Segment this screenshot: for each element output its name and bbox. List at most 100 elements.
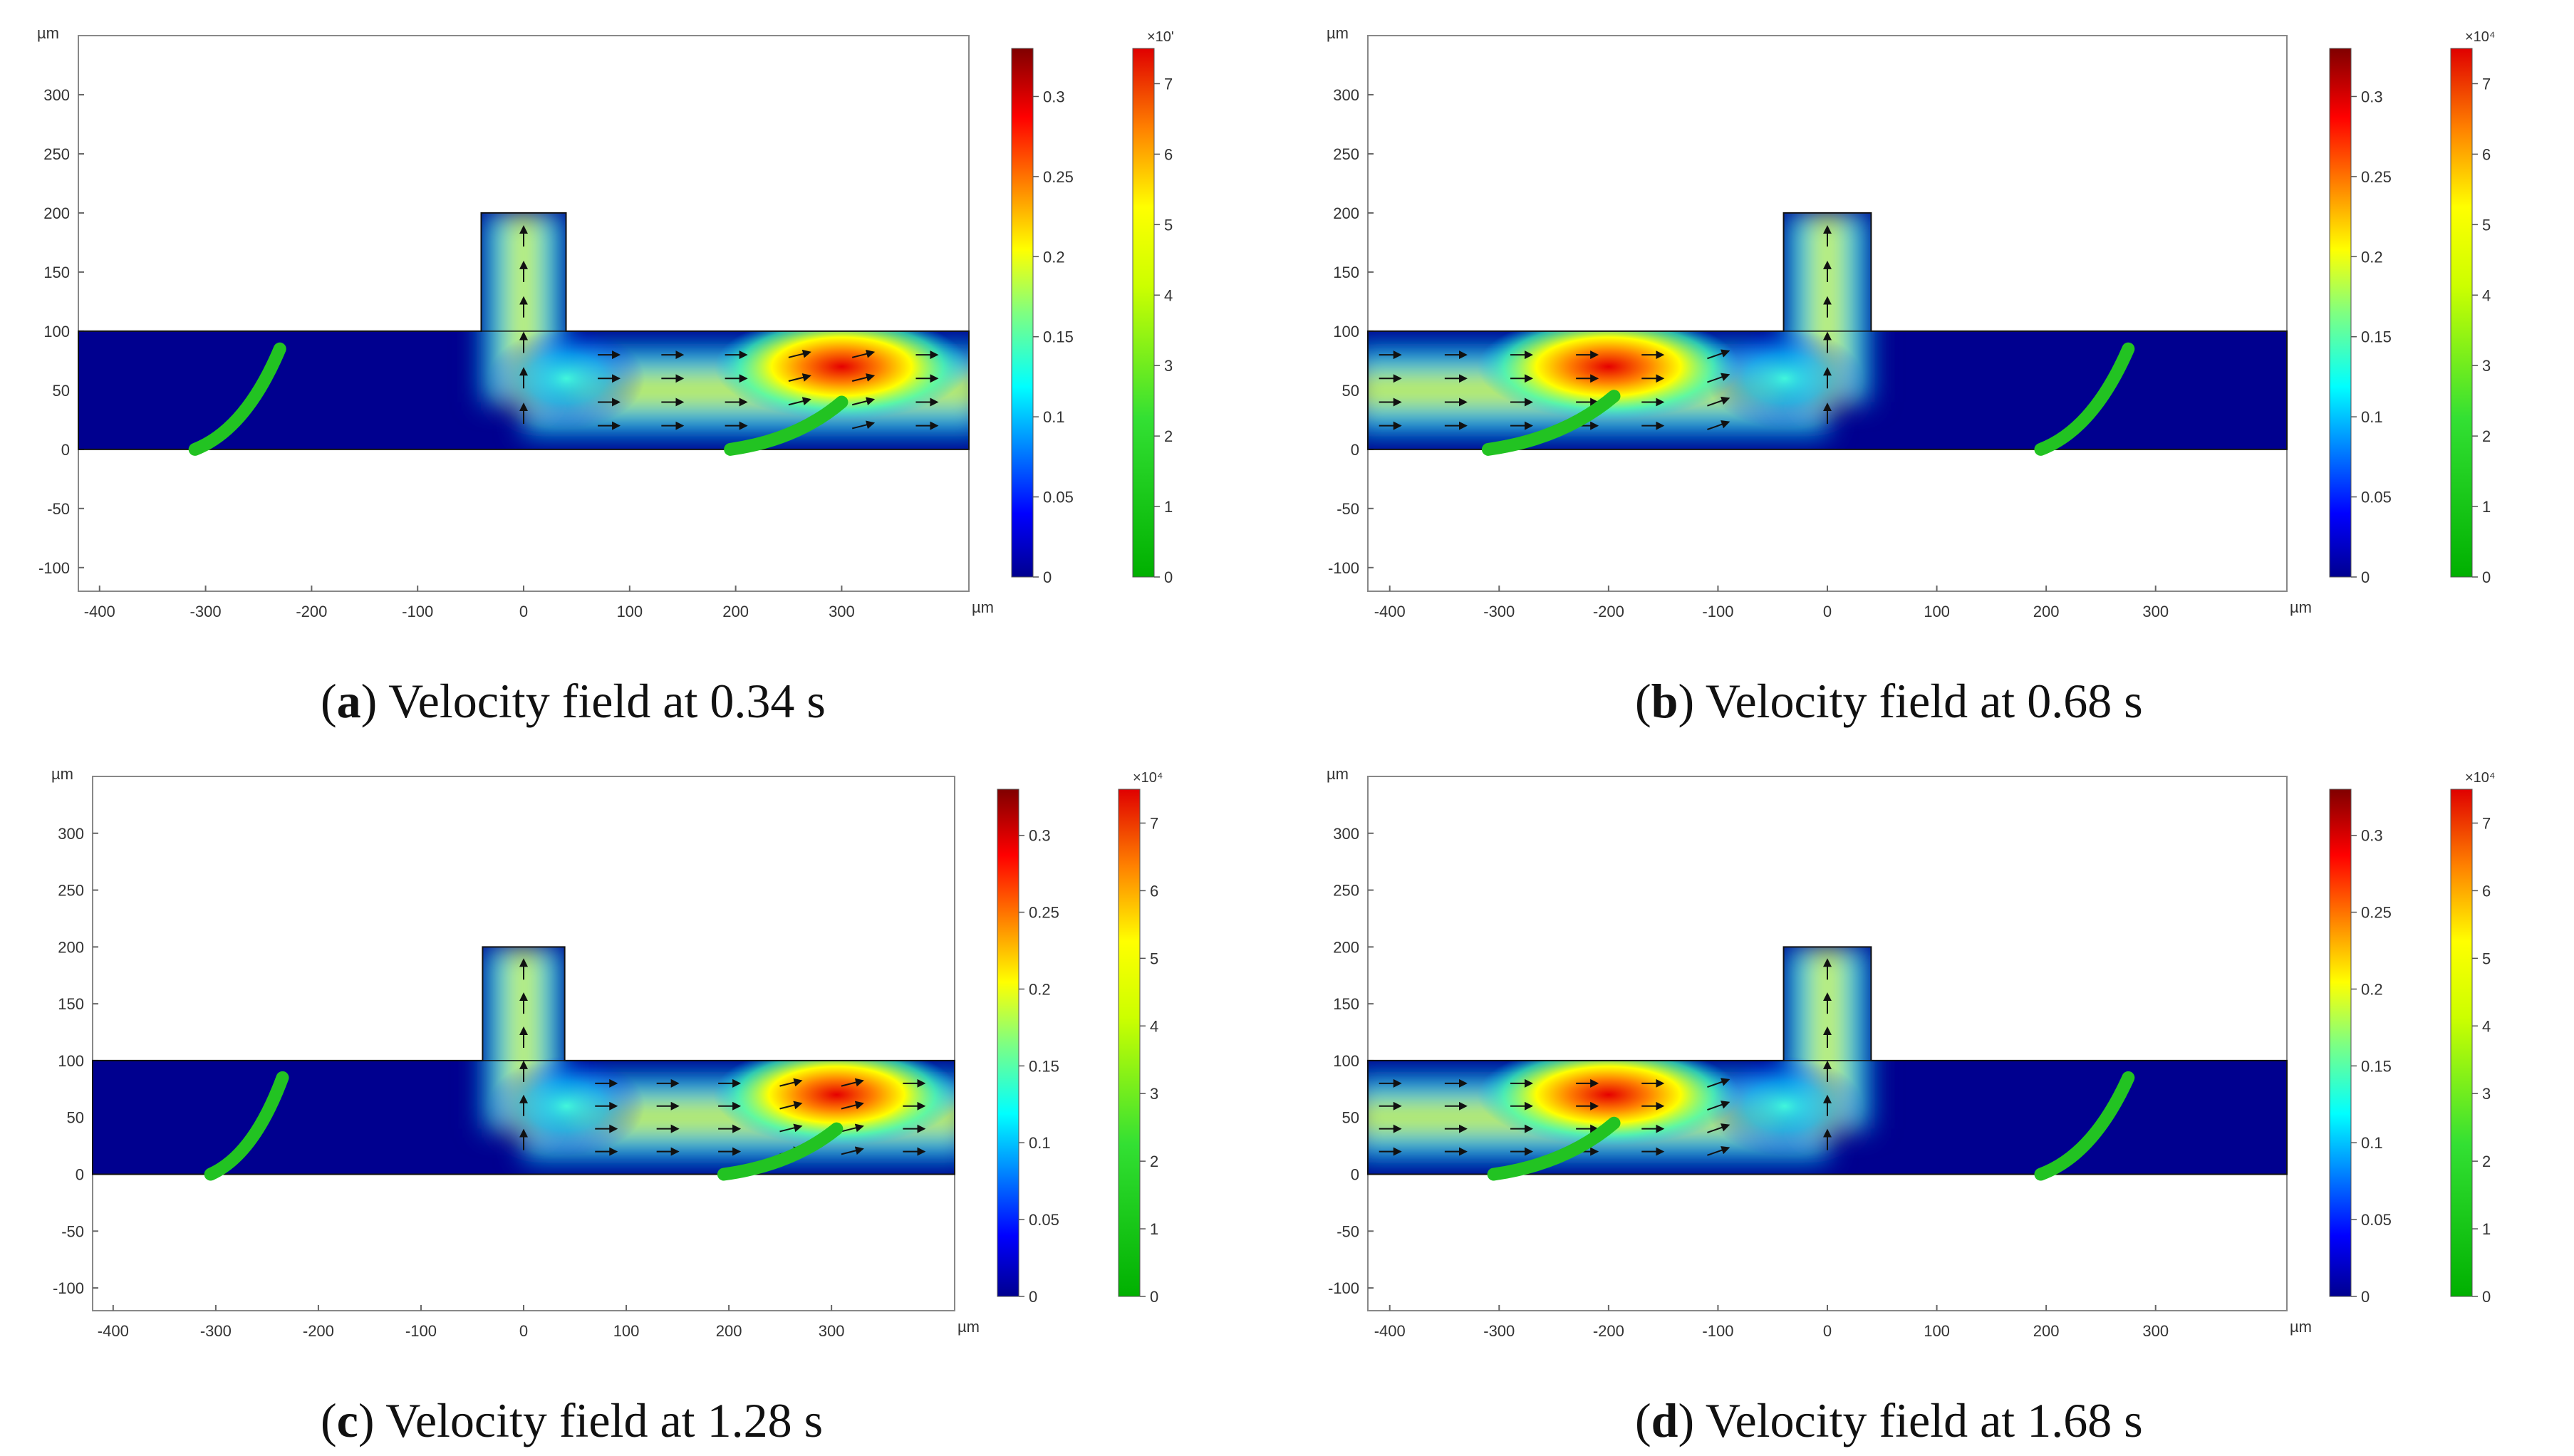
y-tick-label: 50 [67,1109,84,1127]
x-tick-label: -200 [1593,1322,1624,1340]
x-tick-label: 100 [616,603,643,620]
colorbar1-tick-label: 0 [2361,568,2370,586]
cilium-1 [204,1071,289,1181]
colorbar1-tick-label: 0.05 [2361,1211,2392,1229]
colorbar1-tick-label: 0.2 [2361,248,2383,266]
caption-letter: b [1651,674,1678,728]
colorbar2-tick-label: 1 [1164,498,1173,516]
colorbar2-tick-label: 2 [1164,427,1173,445]
panel-a: µm µm -400 -300 -200 -100 0 100 200 300 300 250 200 1… [21,14,1232,627]
y-axis-unit: µm [51,765,73,783]
x-tick-label: -200 [303,1322,334,1340]
second-colorbar [1118,789,1141,1297]
colorbar2-tick-label: 7 [1164,75,1173,93]
x-tick-label: -400 [98,1322,129,1340]
x-tick-label: 0 [1823,603,1832,620]
velocity-arrow [841,1123,864,1133]
y-tick-label: -100 [38,559,70,577]
velocity-arrow [779,1123,803,1133]
velocity-colorbar [997,789,1019,1297]
y-tick-label: 50 [1342,382,1359,400]
channel-outline [1367,946,2288,1175]
y-tick-label: 150 [58,995,84,1013]
caption-letter: a [336,674,361,728]
colorbar2-tick-label: 3 [1150,1085,1158,1103]
colorbar2-tick-label: 0 [2482,1288,2491,1306]
colorbar2-tick-label: 3 [2482,357,2491,375]
y-tick-label: 150 [1333,995,1359,1013]
x-tick-label: -300 [1483,1322,1515,1340]
cilium-1 [1481,390,1621,456]
colorbar2-tick-label: 4 [2482,1017,2491,1035]
y-tick-label: 50 [53,382,70,400]
velocity-colorbar [2329,789,2352,1297]
x-axis-unit: µm [2290,1318,2312,1336]
caption-text: Velocity field at 1.28 s [385,1393,824,1447]
x-tick-label: -400 [84,603,115,620]
cilium-2 [2034,1071,2135,1181]
x-tick-label: -200 [1593,603,1624,620]
colorbar2-tick-label: 0 [1164,568,1173,586]
x-tick-label: 300 [2142,1322,2169,1340]
colorbar2-tick-label: 6 [1150,882,1158,900]
colorbar1-tick-label: 0.15 [1029,1057,1059,1075]
caption-letter: d [1651,1393,1678,1447]
colorbar1-tick-label: 0 [2361,1288,2370,1306]
panel-c: µm µm -400 -300 -200 -100 0 100 200 300 300 250 200 1… [36,755,1218,1346]
x-tick-label: -400 [1374,603,1406,620]
y-tick-label: -50 [47,500,70,518]
y-tick-label: 150 [43,264,70,281]
y-tick-label: 200 [58,938,84,956]
second-colorbar [1132,48,1155,578]
caption-letter: c [336,1393,358,1447]
x-tick-label: 100 [1924,603,1950,620]
x-tick-label: 0 [1823,1322,1832,1340]
colorbar2-tick-label: 1 [2482,1220,2491,1238]
y-tick-label: 150 [1333,264,1359,281]
channel-outline [78,212,970,450]
x-tick-label: -100 [402,603,433,620]
y-tick-label: 300 [58,825,84,843]
velocity-arrow [841,1101,864,1110]
colorbar2-exponent: ×10⁴ [2465,29,2496,45]
velocity-arrow [1707,373,1730,383]
y-tick-label: 100 [1333,323,1359,340]
colorbar2-exponent: ×10⁴ [2465,770,2496,786]
bend-glow [488,1056,645,1156]
colorbar1-tick-label: 0.3 [2361,827,2383,845]
colorbar2-tick-label: 0 [2482,568,2491,586]
velocity-colorbar [2329,48,2352,578]
caption-d: (d) Velocity field at 1.68 s [1635,1393,2143,1447]
colorbar2-tick-label: 1 [2482,498,2491,516]
y-tick-label: 300 [1333,86,1359,104]
y-axis-unit: µm [1327,24,1349,42]
x-tick-label: -300 [200,1322,232,1340]
colorbar2-tick-label: 6 [2482,145,2491,163]
cilium-1 [1487,1116,1621,1181]
velocity-arrow [1707,396,1730,407]
velocity-arrow [779,1101,803,1110]
y-tick-label: 0 [76,1166,84,1184]
y-tick-label: 200 [1333,938,1359,956]
velocity-arrow [851,397,876,406]
velocity-hot-spot [1477,1044,1740,1146]
colorbar1-tick-label: 0.25 [1043,168,1074,186]
y-tick-label: 250 [1333,145,1359,163]
colorbar2-tick-label: 5 [1164,216,1173,234]
colorbar2-exponent: ×10' [1147,29,1174,45]
velocity-arrow [788,349,811,358]
y-tick-label: -50 [1337,1222,1359,1240]
colorbar2-tick-label: 7 [1150,814,1158,832]
x-tick-label: 100 [613,1322,640,1340]
colorbar2-tick-label: 2 [2482,1153,2491,1170]
colorbar1-tick-label: 0.25 [2361,904,2392,922]
x-tick-label: -400 [1374,1322,1406,1340]
second-colorbar [2450,789,2473,1297]
velocity-hot-spot [713,1044,955,1146]
panel-d: µm µm -400 -300 -200 -100 0 100 200 300 300 250 200 1… [1311,755,2550,1346]
velocity-arrow [851,420,876,430]
y-axis-unit: µm [37,24,59,42]
colorbar2-tick-label: 5 [1150,950,1158,967]
